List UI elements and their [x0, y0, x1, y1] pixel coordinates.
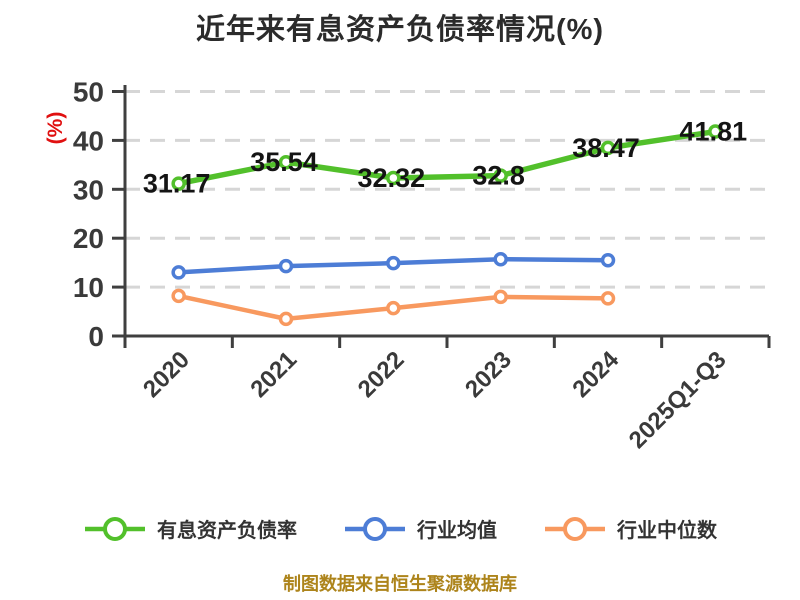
data-point: [386, 255, 401, 271]
data-point: [278, 258, 294, 274]
x-tick-label: 2022: [353, 346, 410, 403]
data-label: 32.32: [358, 163, 426, 193]
line-chart: 0 10 20 30 40 50 (%) 2020 2021 2022 2023 2024 2025Q1…: [44, 77, 771, 454]
data-point: [386, 170, 401, 186]
data-point: [171, 265, 186, 280]
footer-note: 制图数据来自恒生聚源数据库: [283, 574, 517, 594]
y-tick-label: 20: [73, 223, 104, 254]
legend-item-2[interactable]: 行业中位数: [543, 514, 717, 543]
x-tick-label: 2021: [245, 346, 302, 403]
data-point: [386, 300, 401, 316]
data-point: [600, 291, 616, 306]
data-point: [600, 252, 616, 268]
data-point: [493, 168, 508, 183]
data-point: [278, 154, 294, 170]
data-label: 31.17: [143, 169, 211, 199]
legend-marker-icon: [545, 516, 605, 541]
data-label: 32.8: [472, 161, 525, 191]
data-point: [278, 311, 294, 327]
series-line-0: [175, 128, 719, 187]
data-point: [171, 288, 186, 304]
y-tick-label: 40: [73, 125, 104, 156]
legend-label: 行业均值: [417, 520, 497, 542]
legend-label: 行业中位数: [617, 520, 717, 542]
legend-marker-icon: [85, 516, 145, 541]
data-point: [493, 289, 508, 305]
data-label: 41.81: [680, 117, 748, 147]
y-tick-label: 10: [73, 272, 104, 303]
y-axis-unit: (%): [44, 112, 67, 145]
data-label: 35.54: [250, 147, 318, 177]
data-point: [600, 140, 616, 156]
y-tick-label: 30: [73, 174, 104, 205]
x-tick-label: 2023: [460, 346, 517, 403]
legend-item-1[interactable]: 行业均值: [343, 514, 497, 543]
y-tick-label: 50: [73, 77, 104, 108]
data-point: [708, 124, 723, 139]
data-point: [493, 251, 508, 267]
legend-item-0[interactable]: 有息资产负债率: [83, 514, 297, 543]
legend-marker-icon: [345, 516, 405, 541]
data-point: [171, 176, 186, 191]
x-tick-label: 2020: [138, 346, 195, 403]
axis-lines: [123, 85, 769, 338]
x-tick-label: 2025Q1-Q3: [624, 346, 732, 454]
data-label: 38.47: [572, 133, 640, 163]
x-tick-label: 2024: [567, 346, 624, 403]
legend: 有息资产负债率 行业均值 行业中位数: [0, 514, 800, 543]
y-tick-label: 0: [88, 321, 104, 352]
chart-title: 近年来有息资产负债率情况(%): [195, 14, 605, 46]
legend-label: 有息资产负债率: [157, 520, 297, 542]
